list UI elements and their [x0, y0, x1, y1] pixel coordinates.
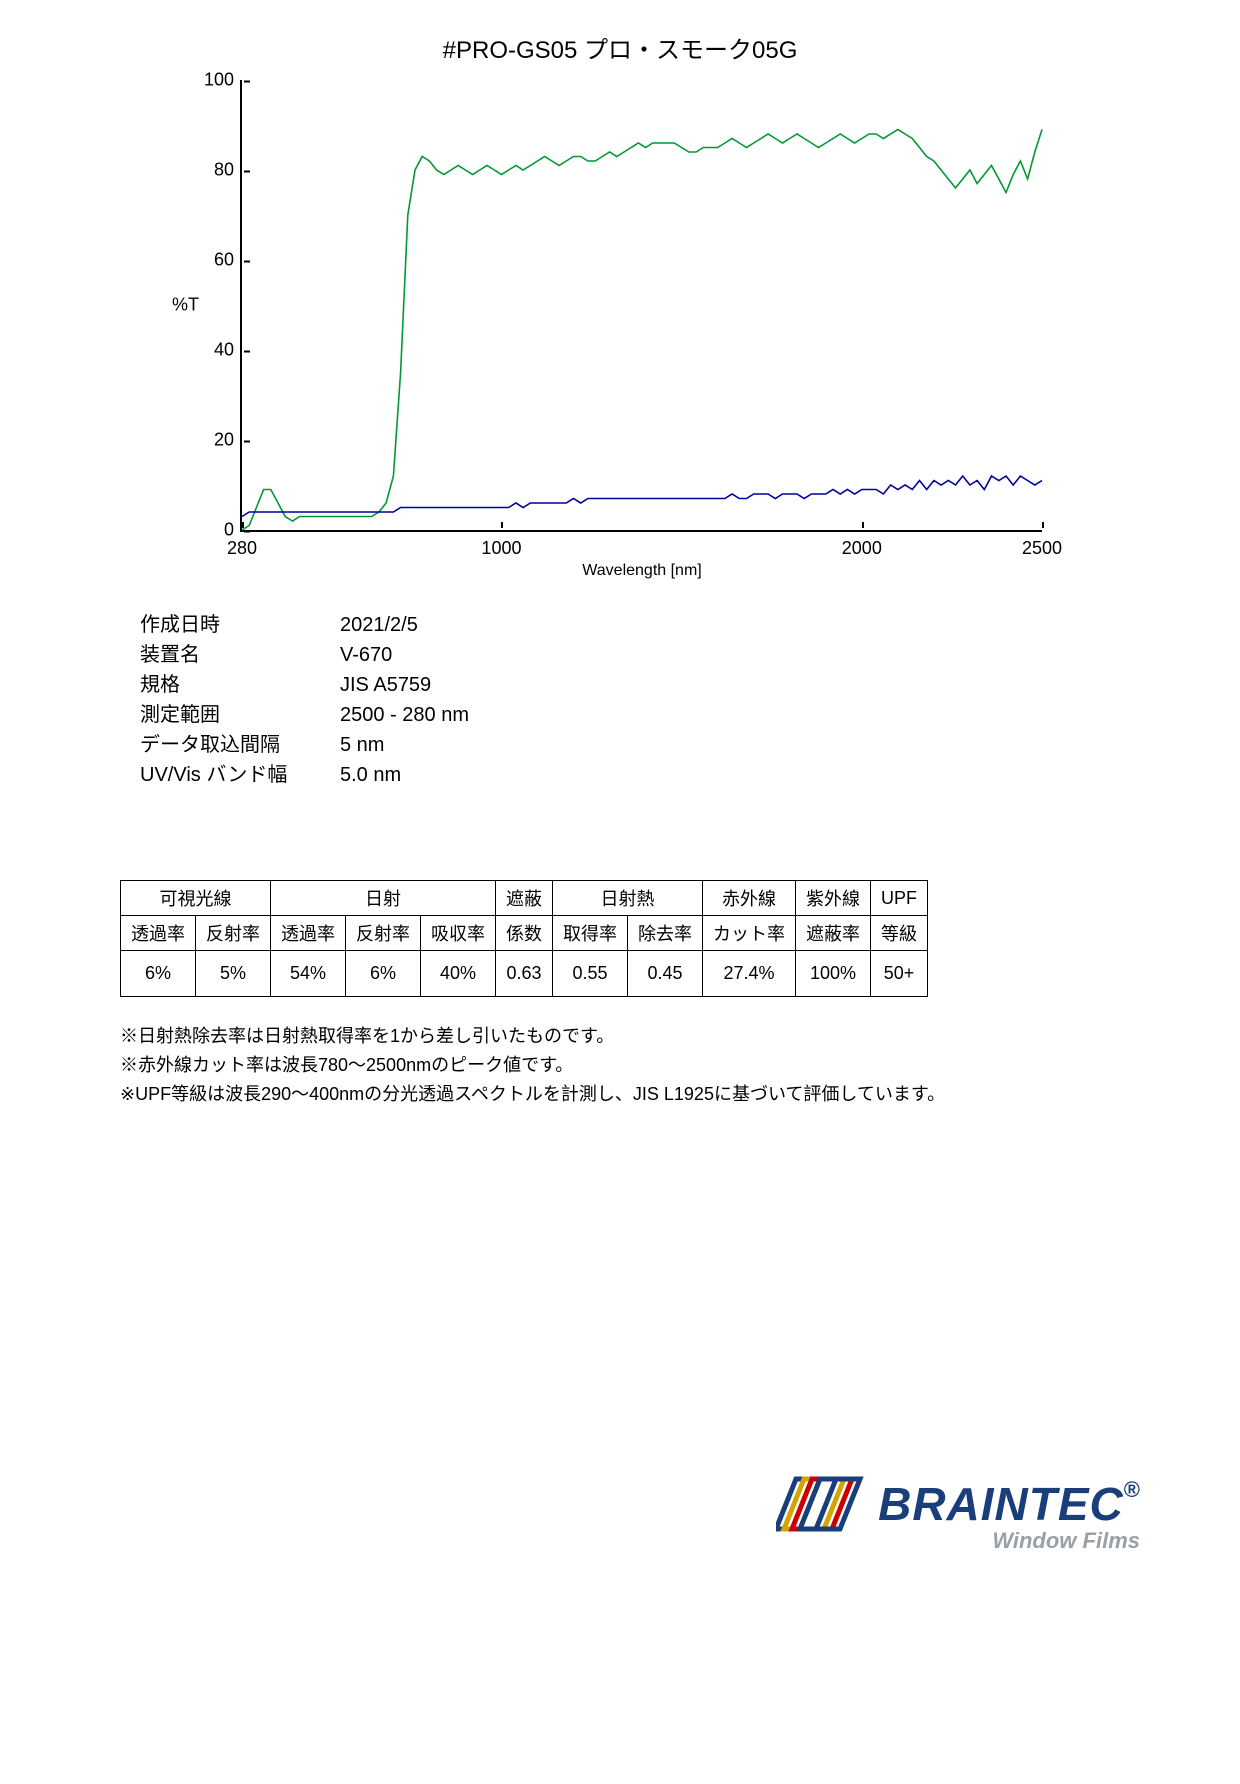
table-sub-header: 反射率 — [346, 916, 421, 951]
spectrum-plot — [242, 80, 1042, 530]
y-tick: 80 — [214, 160, 242, 181]
brand-logo-icon — [776, 1474, 866, 1534]
table-sub-header: 反射率 — [196, 916, 271, 951]
table-value: 0.45 — [628, 951, 703, 997]
x-axis-label: Wavelength [nm] — [582, 562, 701, 580]
meta-label: UV/Vis バンド幅 — [140, 760, 340, 790]
x-tick: 2000 — [842, 530, 882, 559]
chart-area: %T Wavelength [nm] 020406080100280100020… — [180, 70, 1080, 590]
x-tick: 1000 — [481, 530, 521, 559]
note-line: ※日射熱除去率は日射熱取得率を1から差し引いたものです。 — [120, 1022, 1240, 1051]
meta-value: 5.0 nm — [340, 760, 401, 790]
brand-block: BRAINTEC® Window Films — [776, 1474, 1140, 1554]
y-tick: 40 — [214, 340, 242, 361]
table-group-header: 遮蔽 — [496, 881, 553, 916]
table-value: 54% — [271, 951, 346, 997]
table-group-header: 日射 — [271, 881, 496, 916]
meta-row: データ取込間隔5 nm — [140, 730, 1240, 760]
table-group-header: 可視光線 — [121, 881, 271, 916]
table-sub-header: 透過率 — [271, 916, 346, 951]
table-value: 6% — [346, 951, 421, 997]
footnotes: ※日射熱除去率は日射熱取得率を1から差し引いたものです。※赤外線カット率は波長7… — [120, 1022, 1240, 1108]
table-value: 50+ — [871, 951, 928, 997]
metadata-block: 作成日時2021/2/5装置名V-670規格JIS A5759測定範囲2500 … — [140, 610, 1240, 790]
table-group-header: UPF — [871, 881, 928, 916]
series-green — [242, 130, 1042, 531]
table-value: 0.55 — [553, 951, 628, 997]
y-tick: 60 — [214, 250, 242, 271]
meta-row: UV/Vis バンド幅5.0 nm — [140, 760, 1240, 790]
table-sub-header: 取得率 — [553, 916, 628, 951]
meta-value: JIS A5759 — [340, 670, 431, 700]
table-sub-header: カット率 — [703, 916, 796, 951]
meta-row: 作成日時2021/2/5 — [140, 610, 1240, 640]
table-sub-header: 透過率 — [121, 916, 196, 951]
table-value: 27.4% — [703, 951, 796, 997]
meta-label: データ取込間隔 — [140, 730, 340, 760]
table-group-header: 日射熱 — [553, 881, 703, 916]
meta-value: 2500 - 280 nm — [340, 700, 469, 730]
brand-registered-icon: ® — [1124, 1477, 1140, 1502]
meta-label: 規格 — [140, 670, 340, 700]
meta-row: 装置名V-670 — [140, 640, 1240, 670]
y-tick: 100 — [204, 70, 242, 91]
table-sub-header: 係数 — [496, 916, 553, 951]
meta-value: 5 nm — [340, 730, 384, 760]
y-axis-label: %T — [172, 295, 199, 316]
meta-label: 装置名 — [140, 640, 340, 670]
table-sub-header: 等級 — [871, 916, 928, 951]
y-tick: 20 — [214, 430, 242, 451]
measurement-table: 可視光線日射遮蔽日射熱赤外線紫外線UPF透過率反射率透過率反射率吸収率係数取得率… — [120, 880, 928, 997]
table-value: 100% — [796, 951, 871, 997]
brand-name: BRAINTEC — [878, 1478, 1124, 1530]
table-sub-header: 吸収率 — [421, 916, 496, 951]
table-value: 0.63 — [496, 951, 553, 997]
note-line: ※UPF等級は波長290～400nmの分光透過スペクトルを計測し、JIS L19… — [120, 1080, 1240, 1109]
meta-row: 規格JIS A5759 — [140, 670, 1240, 700]
series-blue — [242, 476, 1042, 517]
table-value: 40% — [421, 951, 496, 997]
table-group-header: 赤外線 — [703, 881, 796, 916]
table-value: 6% — [121, 951, 196, 997]
chart-title: #PRO-GS05 プロ・スモーク05G — [0, 30, 1240, 65]
meta-value: 2021/2/5 — [340, 610, 418, 640]
table-value: 5% — [196, 951, 271, 997]
plot-box: %T Wavelength [nm] 020406080100280100020… — [240, 80, 1042, 532]
meta-value: V-670 — [340, 640, 392, 670]
x-tick: 280 — [227, 530, 257, 559]
note-line: ※赤外線カット率は波長780～2500nmのピーク値です。 — [120, 1051, 1240, 1080]
table-sub-header: 遮蔽率 — [796, 916, 871, 951]
meta-label: 測定範囲 — [140, 700, 340, 730]
meta-row: 測定範囲2500 - 280 nm — [140, 700, 1240, 730]
meta-label: 作成日時 — [140, 610, 340, 640]
table-group-header: 紫外線 — [796, 881, 871, 916]
x-tick: 2500 — [1022, 530, 1062, 559]
table-sub-header: 除去率 — [628, 916, 703, 951]
